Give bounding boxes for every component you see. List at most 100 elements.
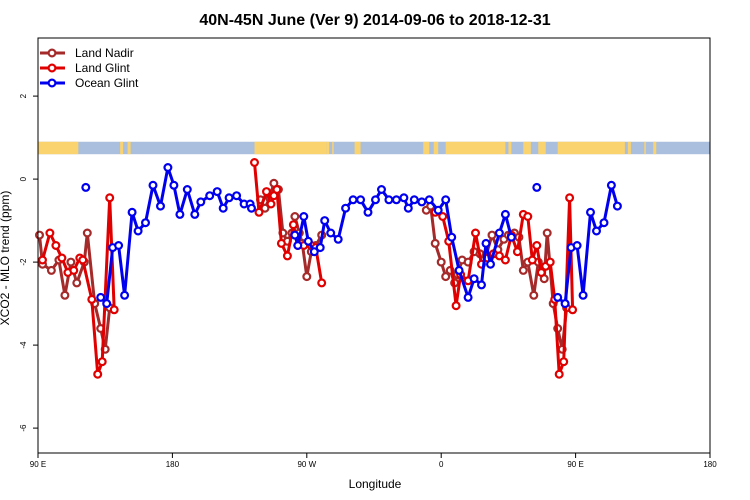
land-strip-segment — [326, 141, 330, 155]
data-point — [542, 228, 552, 238]
data-point — [87, 294, 97, 304]
axes: 90 E 180 90 W 0 90 E 180 -6 -4 -2 0 2 — [19, 93, 717, 469]
x-tick-label: 0 — [439, 460, 444, 469]
data-point — [272, 185, 282, 195]
data-point — [163, 163, 173, 173]
data-point — [469, 274, 479, 284]
data-point — [262, 187, 272, 197]
x-tick-label: 90 E — [30, 460, 46, 469]
data-point — [494, 228, 504, 238]
data-point — [463, 292, 473, 302]
legend-label: Ocean Glint — [75, 76, 139, 90]
data-point — [182, 185, 192, 195]
land-strip-segment — [332, 141, 334, 155]
data-point — [545, 257, 555, 267]
data-point — [471, 228, 481, 238]
data-point — [190, 209, 200, 219]
data-point — [114, 241, 124, 251]
data-point — [441, 272, 451, 282]
data-point — [96, 292, 106, 302]
data-point — [409, 195, 419, 205]
data-point — [424, 195, 434, 205]
data-point — [82, 228, 92, 238]
data-point — [156, 201, 166, 211]
data-point — [276, 238, 286, 248]
legend-swatch-marker — [47, 78, 57, 88]
data-point — [348, 195, 358, 205]
data-point — [532, 241, 542, 251]
data-point — [500, 209, 510, 219]
legend-item: Land Nadir — [40, 46, 134, 60]
data-point — [377, 185, 387, 195]
data-point — [612, 201, 622, 211]
land-strip-segment — [557, 141, 625, 155]
series-layer — [34, 158, 622, 379]
y-tick-label: 0 — [19, 176, 28, 181]
data-point — [34, 230, 44, 240]
land-strip-segment — [38, 141, 79, 155]
data-point — [454, 265, 464, 275]
series-ocean-glint — [81, 163, 622, 309]
data-point — [282, 251, 292, 261]
data-point — [591, 226, 601, 236]
legend-item: Land Glint — [40, 61, 130, 75]
land-strip-segment — [523, 141, 531, 155]
data-point — [97, 357, 107, 367]
data-point — [69, 265, 79, 275]
data-point — [356, 195, 366, 205]
y-tick-label: -2 — [19, 258, 28, 266]
x-tick-label: 180 — [703, 460, 717, 469]
data-point — [529, 290, 539, 300]
data-point — [333, 234, 343, 244]
data-point — [37, 255, 47, 265]
data-point — [433, 205, 443, 215]
data-point — [250, 158, 260, 168]
legend-item: Ocean Glint — [40, 76, 139, 90]
data-point — [317, 278, 327, 288]
data-point — [441, 195, 451, 205]
data-point — [315, 243, 325, 253]
data-point — [559, 357, 569, 367]
data-point — [299, 212, 309, 222]
land-strip-segment — [423, 141, 430, 155]
chart-title: 40N-45N June (Ver 9) 2014-09-06 to 2018-… — [199, 12, 550, 29]
data-point — [133, 226, 143, 236]
data-point — [254, 207, 264, 217]
data-point — [293, 241, 303, 251]
land-strip-segment — [644, 141, 646, 155]
data-point — [486, 259, 496, 269]
data-point — [326, 228, 336, 238]
data-point — [384, 195, 394, 205]
data-point — [512, 247, 522, 257]
data-point — [436, 257, 446, 267]
data-point — [175, 209, 185, 219]
data-point — [430, 238, 440, 248]
land-strip-segment — [445, 141, 506, 155]
legend-label: Land Glint — [75, 61, 130, 75]
plot-frame — [37, 37, 711, 454]
data-point — [523, 212, 533, 222]
data-point — [481, 238, 491, 248]
data-point — [391, 195, 401, 205]
data-point — [565, 193, 575, 203]
data-point — [599, 218, 609, 228]
data-point — [290, 230, 300, 240]
data-point — [51, 241, 61, 251]
legend-swatch-marker — [47, 63, 57, 73]
data-point — [341, 203, 351, 213]
data-point — [266, 199, 276, 209]
data-point — [141, 218, 151, 228]
land-strip-segment — [354, 141, 361, 155]
data-point — [93, 369, 103, 379]
land-strip-segment — [627, 141, 631, 155]
y-tick-label: 2 — [19, 93, 28, 98]
data-point — [205, 191, 215, 201]
series-line — [556, 183, 619, 306]
data-point — [536, 268, 546, 278]
data-point — [585, 207, 595, 217]
data-point — [232, 191, 242, 201]
data-point — [290, 212, 300, 222]
data-point — [363, 207, 373, 217]
data-point — [487, 230, 497, 240]
